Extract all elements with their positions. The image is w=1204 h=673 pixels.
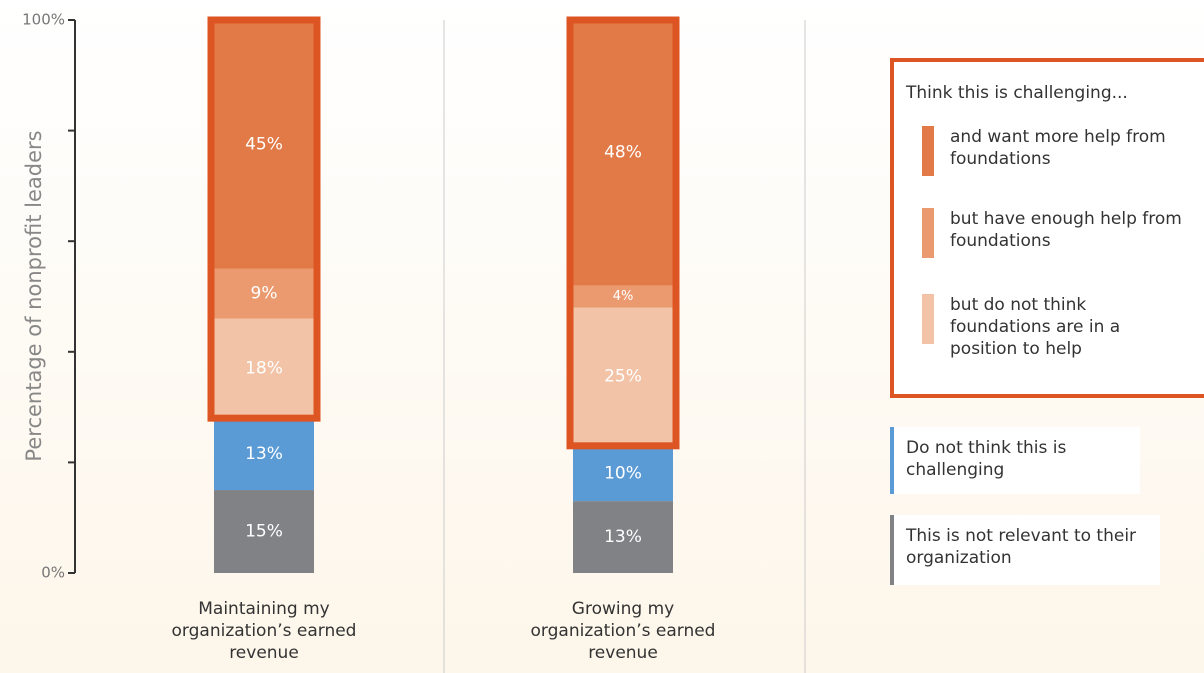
legend-swatch <box>922 126 934 176</box>
legend-title: Think this is challenging... <box>906 83 1128 103</box>
bar-segment <box>573 285 673 308</box>
data-label: 25% <box>604 367 642 387</box>
data-label: 45% <box>245 134 283 154</box>
data-label: 9% <box>251 284 278 304</box>
bar-segment <box>214 318 314 419</box>
legend-label: but have enough help from foundations <box>950 209 1182 251</box>
legend-item: Do not think this is challenging <box>890 427 1140 494</box>
legend-label: and want more help from foundations <box>950 127 1166 169</box>
data-label: 4% <box>613 289 634 304</box>
legend-item: This is not relevant to their organizati… <box>890 515 1160 585</box>
legend-label: Do not think this is challenging <box>906 438 1067 480</box>
data-label: 13% <box>604 527 642 547</box>
bar-segment <box>573 445 673 502</box>
data-label: 15% <box>245 522 283 542</box>
legend-swatch <box>922 294 934 344</box>
y-axis-label: Percentage of nonprofit leaders <box>22 130 46 461</box>
data-label: 18% <box>245 358 283 378</box>
bar-segment <box>214 20 314 269</box>
y-tick-label: 100% <box>22 11 65 29</box>
bar-segment <box>214 490 314 573</box>
y-tick-label: 0% <box>41 564 65 582</box>
legend-label: This is not relevant to their organizati… <box>906 526 1137 568</box>
data-label: 10% <box>604 463 642 483</box>
legend-label: but do not think foundations are in a po… <box>950 295 1121 359</box>
data-label: 48% <box>604 143 642 163</box>
bar-segment <box>573 501 673 573</box>
data-label: 13% <box>245 444 283 464</box>
bar-segment <box>573 20 673 286</box>
challenging-frame <box>566 16 680 450</box>
legend-swatch <box>922 208 934 258</box>
bar-segment <box>573 307 673 446</box>
bar-segment <box>214 418 314 491</box>
challenging-frame <box>207 16 321 422</box>
bar-segment <box>214 268 314 319</box>
x-tick-label: Growing my organization’s earned revenue <box>530 599 716 663</box>
x-tick-label: Maintaining my organization’s earned rev… <box>171 599 357 663</box>
legend-group: Think this is challenging... and want mo… <box>890 58 1204 398</box>
